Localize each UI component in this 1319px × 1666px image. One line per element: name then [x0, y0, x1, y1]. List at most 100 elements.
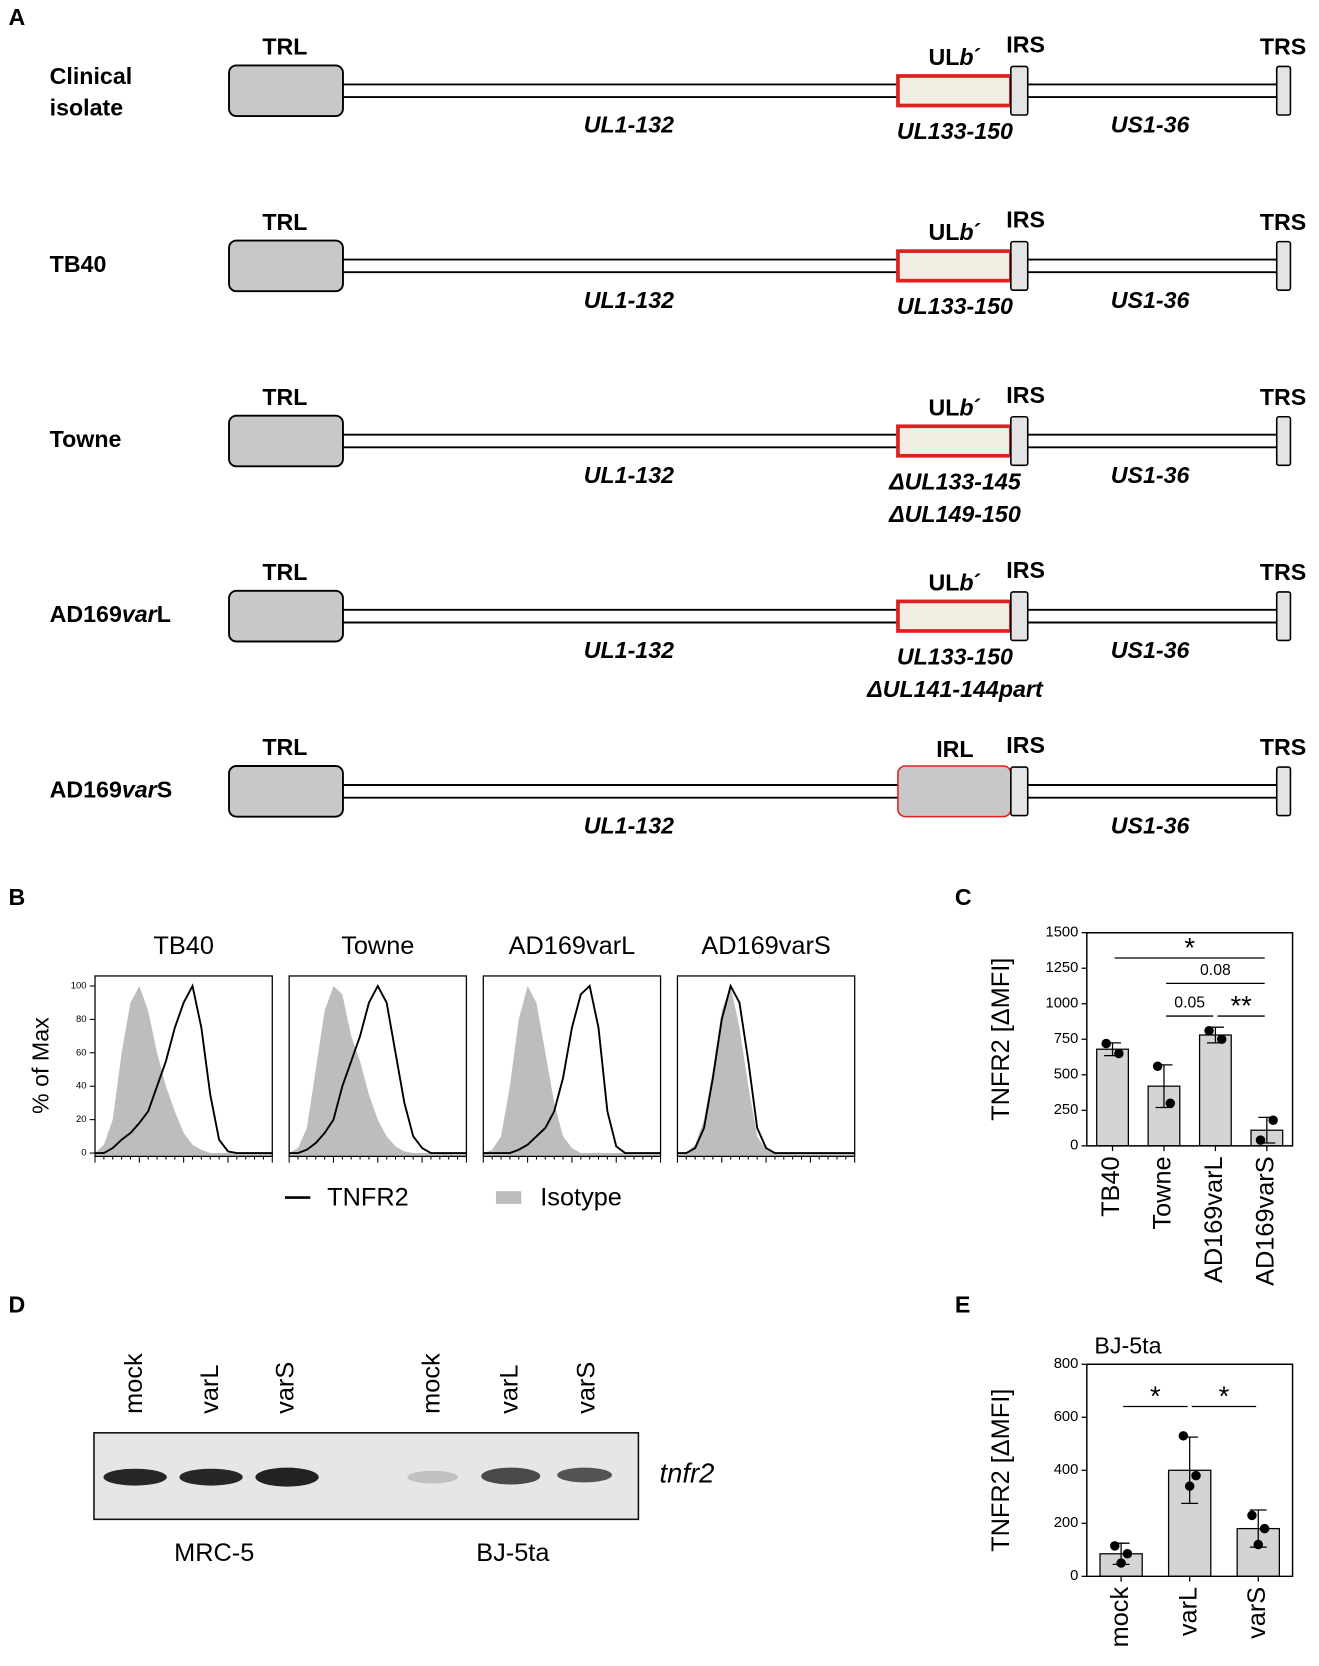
- trs-box: [1275, 415, 1292, 467]
- tnfr2-line: [483, 984, 661, 1154]
- x-tick-label: AD169varS: [1252, 1156, 1280, 1285]
- y-tick-label: 0: [1070, 1568, 1078, 1584]
- trs-label: TRS: [1260, 34, 1306, 60]
- middle-label-part: b: [959, 395, 973, 421]
- middle-note: ΔUL133-145: [888, 468, 1022, 494]
- lane-label: varS: [572, 1362, 600, 1414]
- data-point: [1268, 1115, 1278, 1126]
- data-point: [1110, 1541, 1120, 1551]
- y-tick-label: 250: [1054, 1102, 1079, 1118]
- ul-label: UL1-132: [584, 462, 674, 488]
- histogram-title: TB40: [153, 932, 214, 960]
- significance-label: **: [1230, 990, 1252, 1021]
- histogram-title: Towne: [341, 932, 414, 960]
- strain-name-part: var: [122, 601, 159, 627]
- panel-label: B: [9, 884, 26, 910]
- middle-label-part: UL: [928, 570, 959, 596]
- trl-label: TRL: [262, 734, 307, 760]
- data-point: [1122, 1549, 1133, 1559]
- middle-note: UL133-150: [897, 118, 1013, 144]
- y-axis-label: TNFR2 [ΔMFI]: [987, 1389, 1015, 1552]
- y-tick-label: 500: [1054, 1067, 1079, 1083]
- significance-label: 0.05: [1174, 995, 1205, 1012]
- y-tick-label: 750: [1054, 1031, 1079, 1047]
- trl-box: [228, 589, 344, 643]
- irs-box: [1010, 766, 1029, 817]
- trs-box: [1275, 591, 1292, 642]
- trl-box: [228, 64, 344, 118]
- data-point: [1216, 1034, 1227, 1045]
- legend-swatch: [495, 1191, 522, 1204]
- irs-label: IRS: [1006, 207, 1045, 233]
- ul-label: UL1-132: [584, 287, 674, 313]
- isotype-area: [677, 985, 855, 1157]
- us-label: US1-36: [1111, 812, 1191, 838]
- x-tick-label: TB40: [1097, 1156, 1125, 1217]
- middle-label: ULb´: [928, 219, 981, 245]
- significance-label: *: [1184, 932, 1195, 963]
- us-label: US1-36: [1111, 637, 1191, 663]
- y-tick-label: 1250: [1046, 960, 1079, 976]
- trs-box: [1275, 766, 1292, 817]
- data-point: [1152, 1061, 1163, 1072]
- histogram-title: AD169varL: [509, 932, 636, 960]
- chart-title: BJ-5ta: [1094, 1332, 1161, 1358]
- trl-box: [228, 239, 344, 293]
- data-point: [1165, 1098, 1176, 1108]
- lane-label: mock: [417, 1353, 445, 1414]
- data-point: [1178, 1431, 1189, 1441]
- middle-label-part: b: [959, 44, 973, 70]
- y-tick-label: 0: [1070, 1138, 1078, 1154]
- strain-name: TB40: [50, 251, 107, 277]
- trl-label: TRL: [262, 209, 307, 235]
- isotype-area: [289, 985, 467, 1157]
- irs-box: [1010, 240, 1029, 291]
- ul-label: UL1-132: [584, 637, 674, 663]
- data-point: [1184, 1481, 1195, 1491]
- strain-name-part: AD169: [50, 776, 122, 802]
- data-point: [1247, 1510, 1257, 1521]
- middle-label-part: b: [959, 570, 973, 596]
- middle-label: IRL: [936, 736, 973, 762]
- axes: [1086, 931, 1294, 1147]
- isotype-area: [483, 985, 661, 1157]
- trl-label: TRL: [262, 559, 307, 585]
- middle-note: UL133-150: [897, 293, 1013, 319]
- y-tick-label: 1500: [1046, 925, 1079, 941]
- panel-label: E: [955, 1291, 970, 1317]
- trs-box: [1275, 240, 1292, 291]
- x-tick-label: AD169varL: [1200, 1156, 1228, 1283]
- irs-box: [1010, 591, 1029, 642]
- strain-name-part: AD169: [50, 601, 122, 627]
- ul-label: UL1-132: [584, 112, 674, 138]
- lane-label: varS: [272, 1362, 300, 1414]
- significance-label: 0.08: [1200, 962, 1231, 979]
- legend-label: TNFR2: [327, 1183, 409, 1211]
- trl-box: [228, 765, 344, 818]
- data-point: [1114, 1048, 1124, 1059]
- middle-label: ULb´: [928, 44, 981, 70]
- irs-label: IRS: [1006, 382, 1045, 408]
- middle-label-part: ´: [974, 44, 982, 70]
- middle-label-part: UL: [928, 395, 959, 421]
- trl-label: TRL: [262, 384, 307, 410]
- middle-label-part: ´: [974, 395, 982, 421]
- trs-label: TRS: [1260, 734, 1306, 760]
- middle-label: ULb´: [928, 570, 981, 596]
- strain-name: Clinical: [50, 63, 133, 89]
- y-axis-label: % of Max: [27, 1017, 53, 1114]
- strain-name-part: Clinical: [50, 63, 133, 89]
- trs-label: TRS: [1260, 209, 1306, 235]
- middle-note: ΔUL141-144part: [866, 676, 1044, 702]
- tnfr2-line: [289, 983, 467, 1154]
- trl-box: [228, 414, 344, 468]
- trs-box: [1275, 65, 1292, 116]
- x-tick-label: varL: [1174, 1587, 1202, 1636]
- middle-box: [897, 765, 1012, 818]
- group-label: BJ-5ta: [476, 1539, 550, 1567]
- irs-label: IRS: [1006, 732, 1045, 758]
- middle-box: [896, 599, 1013, 633]
- strain-name-part: isolate: [50, 95, 124, 121]
- data-point: [1259, 1523, 1270, 1534]
